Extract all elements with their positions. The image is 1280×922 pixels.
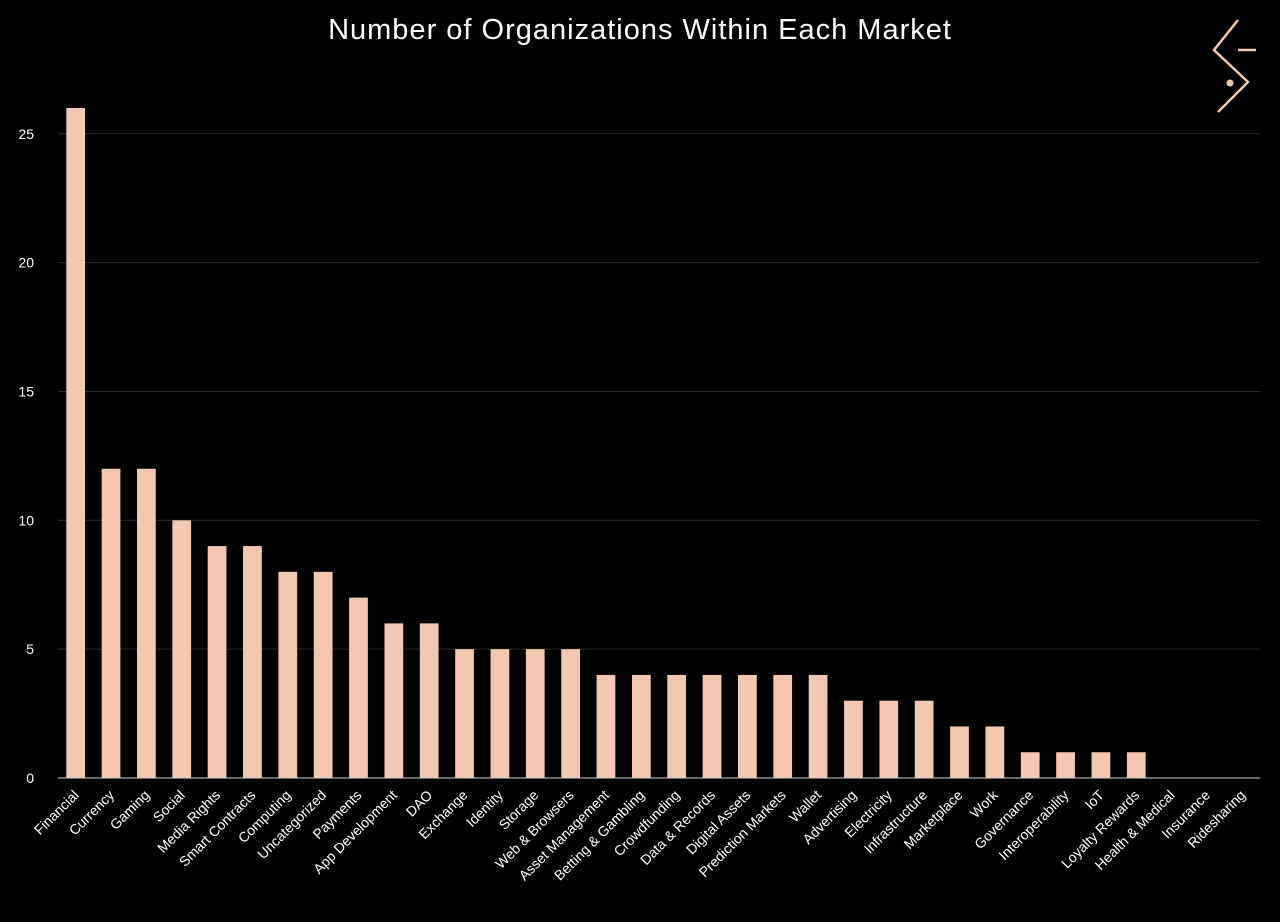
bar — [773, 674, 793, 778]
brand-logo-icon — [1212, 19, 1256, 113]
bar — [844, 700, 863, 778]
bar — [738, 674, 757, 778]
bar — [207, 546, 227, 778]
bar — [914, 700, 934, 778]
bar — [313, 571, 333, 778]
y-tick-label: 20 — [18, 255, 34, 271]
y-tick-label: 10 — [18, 512, 34, 528]
y-tick-label: 25 — [18, 126, 34, 142]
bar — [879, 700, 899, 778]
bar — [101, 468, 121, 778]
bar — [278, 571, 298, 778]
x-tick-label: Gaming — [107, 787, 153, 833]
y-tick-label: 15 — [18, 383, 34, 399]
bar — [702, 674, 722, 778]
x-tick-label: IoT — [1081, 786, 1107, 812]
bar — [808, 674, 828, 778]
bar — [419, 623, 439, 778]
bar — [349, 597, 368, 778]
bar — [631, 674, 651, 778]
bar — [490, 649, 510, 778]
bar — [172, 520, 192, 778]
bar — [950, 726, 969, 778]
bar — [985, 726, 1005, 778]
bar — [243, 546, 262, 778]
y-tick-label: 5 — [26, 641, 34, 657]
bar — [596, 674, 616, 778]
y-tick-label: 0 — [26, 770, 34, 786]
bar — [561, 649, 580, 778]
bar — [525, 649, 545, 778]
bar — [1126, 752, 1146, 778]
bar — [1091, 752, 1111, 778]
bar — [384, 623, 404, 778]
bar — [455, 649, 474, 778]
bar — [137, 468, 156, 778]
chart-title: Number of Organizations Within Each Mark… — [328, 14, 952, 46]
bar — [1056, 752, 1075, 778]
bar — [667, 674, 687, 778]
bar — [1020, 752, 1040, 778]
bar — [66, 108, 86, 778]
